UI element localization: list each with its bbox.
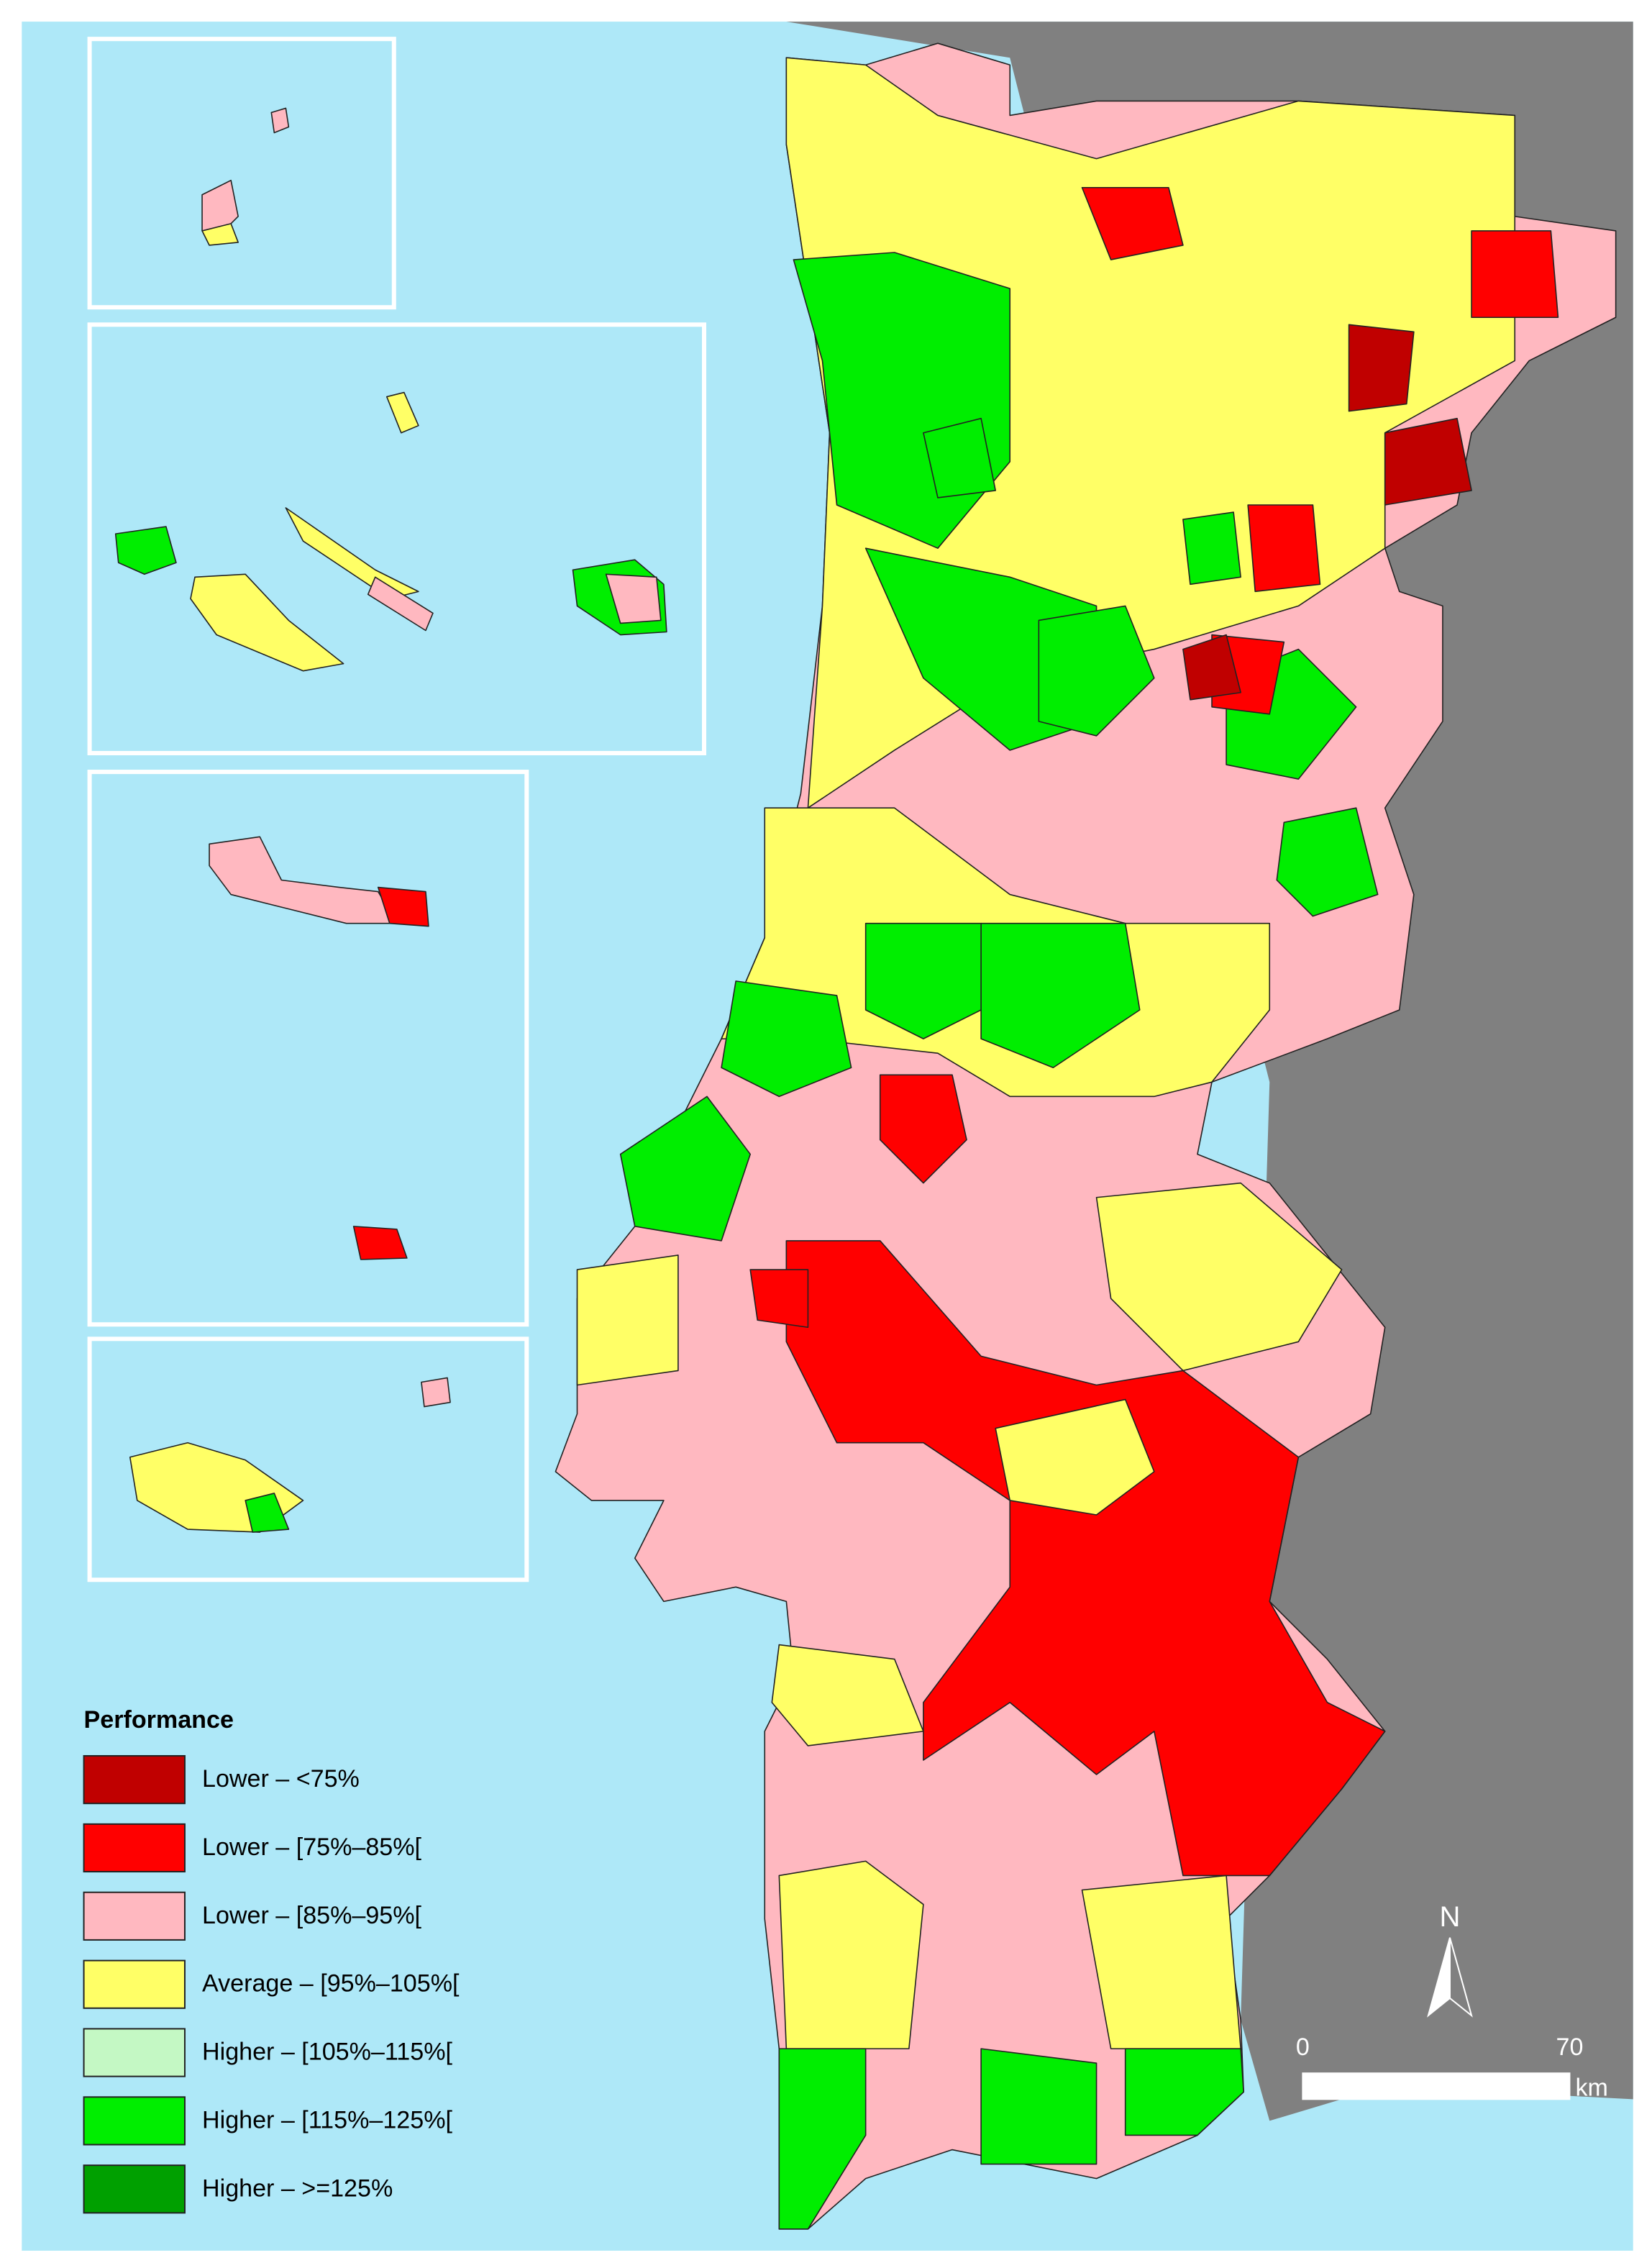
region [605,573,662,624]
arrow-half [1448,1937,1473,2018]
legend-swatch [83,1823,186,1873]
scale-label: 70 [1556,2034,1583,2061]
region [1081,1875,1241,2049]
legend-swatch [83,2164,186,2214]
region [201,223,239,246]
region [190,573,344,672]
north-label: N [1439,1901,1460,1933]
inset-frame [87,1336,529,1582]
legend-title: Performance [84,1706,234,1734]
region [270,107,290,134]
inset-frame [87,37,396,310]
north-arrow: N [1427,1901,1473,2018]
region [864,922,1011,1039]
scale-label: 0 [1296,2034,1310,2061]
legend-swatch [83,2028,186,2077]
scale-bar: 0 70 km [1296,2034,1608,2101]
legend-label: Average – [95%–105%[ [202,1970,460,1998]
region [1247,504,1321,593]
legend-label: Higher – >=125% [202,2174,393,2202]
region [721,980,852,1098]
region [367,576,434,632]
legend-swatch [83,1891,186,1941]
region [995,1398,1155,1516]
spain [786,22,1633,2121]
region [421,1377,451,1408]
region [352,1226,408,1260]
regions [114,42,1617,2230]
legend-label: Lower – [85%–95%[ [202,1902,422,1929]
legend-swatch [83,1754,186,1805]
legend-label: Lower – [75%–85%[ [202,1834,422,1861]
region [1124,2048,1244,2136]
legend-label: Higher – [115%–125%[ [202,2106,452,2133]
scale-unit: km [1575,2074,1607,2101]
scale-bar-rect [1302,2072,1571,2100]
region [749,1269,809,1329]
inset-frame [87,322,707,755]
region [1182,634,1241,701]
legend-label: Lower – <75% [202,1765,360,1793]
region [771,1644,924,1746]
legend-label: Higher – [105%–115%[ [202,2039,452,2066]
region [1081,186,1184,260]
region [1348,324,1415,412]
region [576,1254,679,1386]
legend-swatch [83,1959,186,2009]
region [385,391,419,434]
region [1276,807,1379,917]
region [778,2048,867,2230]
region [1038,605,1155,737]
region [923,417,996,498]
region [114,526,177,575]
region [619,1096,752,1242]
region [1384,417,1472,506]
region [1182,511,1241,586]
region [245,1493,290,1533]
region [980,922,1141,1069]
inset-frame [87,770,529,1327]
legend-swatch [83,2096,186,2146]
region [879,1074,967,1184]
legend: Performance Lower – <75% Lower – [75%–85%… [83,1706,460,2214]
region [377,886,429,927]
region [778,1860,924,2049]
region [1095,1182,1343,1372]
region [980,2048,1097,2165]
region [1471,230,1559,319]
